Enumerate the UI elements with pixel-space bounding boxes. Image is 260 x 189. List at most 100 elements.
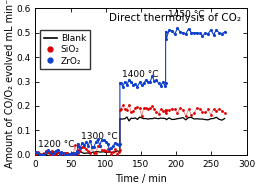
Point bbox=[167, 108, 171, 111]
Point bbox=[92, 151, 96, 154]
Point bbox=[109, 146, 114, 149]
Point bbox=[57, 153, 62, 156]
Point bbox=[82, 144, 86, 147]
Point bbox=[129, 111, 133, 114]
Point bbox=[54, 149, 58, 152]
Point bbox=[76, 142, 80, 145]
Point bbox=[119, 81, 123, 84]
Point bbox=[127, 103, 131, 106]
Point bbox=[195, 31, 199, 34]
Point bbox=[144, 106, 148, 109]
Point bbox=[106, 147, 110, 150]
Point bbox=[54, 153, 58, 156]
Text: Direct thermolysis of CO₂: Direct thermolysis of CO₂ bbox=[109, 13, 241, 23]
Point bbox=[186, 107, 191, 110]
Point bbox=[102, 149, 106, 152]
Point bbox=[113, 141, 117, 144]
Point bbox=[94, 151, 98, 154]
Point bbox=[44, 149, 48, 152]
Point bbox=[76, 145, 81, 148]
Point bbox=[125, 84, 129, 87]
Point bbox=[69, 153, 73, 156]
Point bbox=[86, 150, 90, 153]
Point bbox=[78, 146, 82, 149]
Point bbox=[76, 145, 81, 148]
Point bbox=[59, 150, 63, 153]
Text: 1300 °C: 1300 °C bbox=[81, 132, 118, 141]
Point bbox=[96, 145, 100, 148]
Point bbox=[211, 33, 216, 36]
Point bbox=[118, 142, 122, 145]
Legend: Blank, SiO₂, ZrO₂: Blank, SiO₂, ZrO₂ bbox=[40, 30, 90, 69]
Point bbox=[106, 143, 110, 146]
Point bbox=[140, 115, 144, 118]
Point bbox=[223, 112, 227, 115]
Point bbox=[181, 31, 185, 34]
Point bbox=[84, 140, 88, 143]
Point bbox=[175, 27, 179, 30]
Point bbox=[42, 153, 46, 156]
Point bbox=[109, 152, 114, 155]
Point bbox=[138, 81, 142, 84]
Point bbox=[220, 32, 224, 35]
Point bbox=[118, 81, 122, 84]
Point bbox=[98, 145, 102, 148]
Point bbox=[117, 151, 121, 154]
Point bbox=[154, 79, 159, 82]
Point bbox=[146, 81, 150, 84]
Point bbox=[200, 110, 205, 113]
Point bbox=[90, 146, 94, 149]
Text: 1400 °C: 1400 °C bbox=[122, 70, 159, 79]
Text: 1200 °C: 1200 °C bbox=[38, 140, 74, 149]
Point bbox=[211, 108, 216, 111]
Point bbox=[71, 153, 75, 156]
Point bbox=[48, 151, 52, 154]
Point bbox=[203, 111, 207, 114]
Point bbox=[178, 30, 182, 33]
Point bbox=[107, 149, 112, 153]
Point bbox=[51, 152, 56, 155]
Point bbox=[86, 144, 90, 147]
Point bbox=[198, 32, 202, 35]
Point bbox=[107, 148, 112, 151]
Point bbox=[71, 152, 75, 155]
Point bbox=[36, 152, 40, 155]
Point bbox=[152, 80, 157, 83]
Point bbox=[164, 30, 168, 33]
Point bbox=[80, 141, 84, 144]
Point bbox=[40, 153, 44, 156]
Point bbox=[55, 151, 60, 154]
Point bbox=[115, 143, 119, 146]
Point bbox=[164, 112, 168, 115]
X-axis label: Time / min: Time / min bbox=[115, 174, 167, 184]
Point bbox=[63, 151, 67, 154]
Point bbox=[84, 147, 88, 150]
Point bbox=[157, 82, 161, 85]
Point bbox=[102, 139, 106, 142]
Point bbox=[67, 153, 71, 156]
Point bbox=[164, 81, 168, 84]
Point bbox=[192, 112, 196, 115]
Point bbox=[67, 152, 71, 155]
Point bbox=[76, 151, 80, 154]
Point bbox=[203, 32, 207, 35]
Point bbox=[195, 106, 199, 109]
Point bbox=[200, 34, 205, 37]
Point bbox=[159, 108, 163, 111]
Point bbox=[161, 81, 165, 84]
Point bbox=[119, 108, 123, 111]
Point bbox=[192, 31, 196, 34]
Point bbox=[163, 109, 167, 112]
Point bbox=[36, 150, 40, 153]
Point bbox=[184, 115, 188, 118]
Point bbox=[48, 153, 52, 156]
Point bbox=[159, 84, 163, 87]
Point bbox=[157, 113, 161, 116]
Point bbox=[38, 152, 42, 155]
Point bbox=[96, 138, 100, 141]
Point bbox=[175, 112, 179, 115]
Point bbox=[209, 113, 213, 116]
Point bbox=[127, 78, 131, 81]
Point bbox=[73, 152, 77, 155]
Point bbox=[131, 83, 135, 86]
